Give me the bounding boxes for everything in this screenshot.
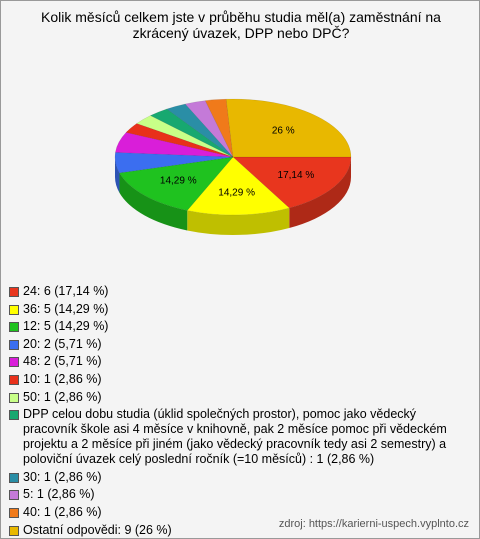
pie-area: 17,14 % 14,29 % 14,29 % 26 % (114, 98, 352, 235)
legend-label: 5: 1 (2,86 %) (23, 487, 95, 502)
legend-item: 50: 1 (2,86 %) (9, 390, 471, 405)
legend-label: 12: 5 (14,29 %) (23, 319, 109, 334)
slice (125, 123, 234, 158)
value-label: 14,29 % (160, 175, 197, 186)
legend-label: 10: 1 (2,86 %) (23, 371, 102, 386)
slice (184, 100, 234, 158)
legend-item: Ostatní odpovědi: 9 (26 %) (9, 523, 471, 538)
legend-label: 24: 6 (17,14 %) (23, 284, 109, 298)
legend-item: 10: 1 (2,86 %) (9, 372, 471, 387)
slice (232, 156, 352, 209)
legend-item: 48: 2 (5,71 %) (9, 354, 471, 369)
legend-item: 36: 5 (14,29 %) (9, 302, 471, 317)
legend-item: 5: 1 (2,86 %) (9, 487, 471, 502)
slice (115, 132, 234, 158)
value-label: 17,14 % (278, 170, 315, 181)
slice-side (115, 157, 120, 193)
legend-label: 30: 1 (2,86 %) (23, 469, 102, 484)
slice (225, 98, 352, 158)
legend-label: 40: 1 (2,86 %) (23, 504, 102, 519)
legend-swatch (9, 490, 19, 501)
source: zdroj: https://karierni-uspech.vyplnto.c… (278, 518, 469, 530)
slice (119, 156, 234, 211)
value-label: 14,29 % (218, 188, 255, 199)
legend-item: 24: 6 (17,14 %) (9, 284, 471, 299)
slice (166, 103, 234, 158)
legend-label: 48: 2 (5,71 %) (23, 354, 102, 369)
slice (136, 115, 234, 158)
legend-label: 36: 5 (14,29 %) (23, 301, 109, 316)
legend-item: 30: 1 (2,86 %) (9, 470, 471, 485)
legend-swatch (9, 392, 19, 403)
slice-side (187, 207, 290, 235)
legend-item: 12: 5 (14,29 %) (9, 319, 471, 334)
value-label: 26 % (272, 125, 295, 136)
legend-swatch (9, 357, 19, 368)
slice (114, 152, 234, 174)
legend-label: Ostatní odpovědi: 9 (26 %) (23, 522, 172, 537)
legend-label: 20: 2 (5,71 %) (23, 336, 102, 351)
slice (204, 98, 234, 158)
legend-swatch (9, 472, 19, 483)
legend-item: DPP celou dobu studia (úklid společných … (9, 407, 471, 467)
legend-label: DPP celou dobu studia (úklid společných … (23, 407, 447, 467)
legend-item: 20: 2 (5,71 %) (9, 337, 471, 352)
legend-item: 40: 1 (2,86 %) (9, 505, 471, 520)
legend-swatch (9, 507, 19, 518)
legend-swatch (9, 410, 19, 421)
legend-swatch (9, 304, 19, 315)
legend-swatch (9, 339, 19, 350)
legend-swatch (9, 287, 19, 297)
slice (186, 156, 290, 216)
legend: 24: 6 (17,14 %) 36: 5 (14,29 %) 12: 5 (14,… (9, 284, 471, 538)
chart-title: Kolik měsíců celkem jste v průběhu studi… (41, 9, 441, 41)
legend-swatch (9, 525, 19, 536)
slice-side (289, 157, 351, 228)
legend-label: 50: 1 (2,86 %) (23, 389, 102, 404)
legend-swatch (9, 322, 19, 333)
slice-side (119, 172, 188, 231)
slice (149, 108, 234, 158)
legend-swatch (9, 374, 19, 385)
